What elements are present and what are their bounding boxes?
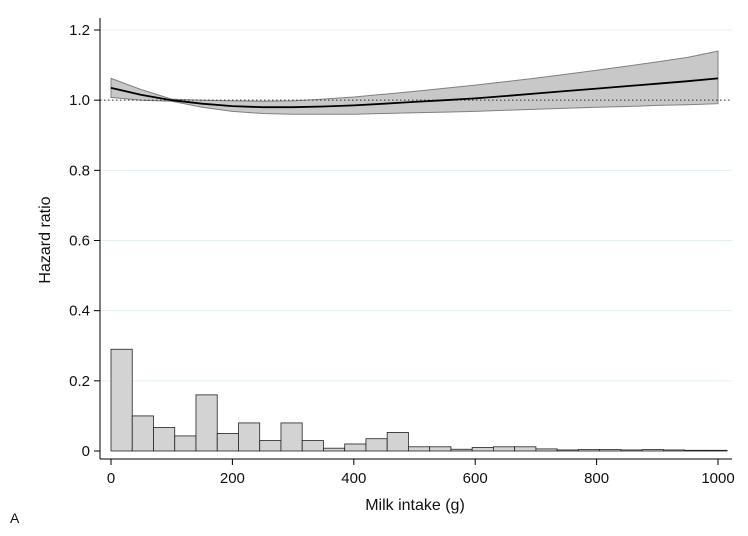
y-tick-label: 0.4 [69,303,90,320]
histogram-bar [450,448,473,452]
histogram-bar [174,435,197,452]
y-tick-label: 0.2 [69,373,90,390]
x-tick-label: 1000 [701,470,734,487]
x-tick-label: 400 [341,470,366,487]
histogram-bar [471,447,494,452]
x-axis-title: Milk intake (g) [365,497,465,514]
histogram-bar [195,394,218,452]
x-tick-label: 200 [220,470,245,487]
histogram-bar [153,427,176,452]
histogram-bar [365,438,388,452]
axis-layer: 0 0.2 0.4 0.6 0.8 1.0 1.2 0 200 400 600 800 1000 [69,18,735,487]
histogram-bar [535,448,558,452]
confidence-band [110,50,719,115]
histogram-bar [280,422,303,452]
x-tick-label: 600 [463,470,488,487]
x-tick-label: 800 [584,470,609,487]
histogram-bar [429,446,452,452]
histogram-layer [110,348,728,452]
y-tick-label: 0.6 [69,233,90,250]
histogram-bar [684,449,707,452]
hazard-line-layer [100,77,732,109]
histogram-bar [323,447,346,452]
histogram-bar [408,446,431,452]
histogram-bar [599,449,622,452]
y-tick-label: 1.2 [69,22,90,39]
histogram-bar [386,432,409,452]
histogram-bar [238,422,261,452]
histogram-bar [110,348,133,452]
histogram-bar [662,449,686,452]
hazard-ratio-line [110,77,719,109]
confidence-band-layer [110,50,719,115]
histogram-bar [493,446,516,452]
y-tick-label: 0.8 [69,162,90,179]
histogram-bar [301,440,324,452]
histogram-bar [344,443,367,452]
histogram-bar [620,449,643,452]
histogram-bar [259,440,282,452]
histogram-bar [216,433,239,452]
y-tick-label: 1.0 [69,92,90,109]
histogram-bar [514,446,537,452]
histogram-bar [577,449,601,452]
y-axis-title: Hazard ratio [37,196,54,283]
histogram-bar [641,449,664,452]
x-tick-label: 0 [107,470,115,487]
panel-label: A [10,510,20,526]
y-tick-label: 0 [82,443,90,460]
histogram-bar [705,449,728,452]
histogram-bar [556,449,579,452]
histogram-bar [131,415,154,452]
